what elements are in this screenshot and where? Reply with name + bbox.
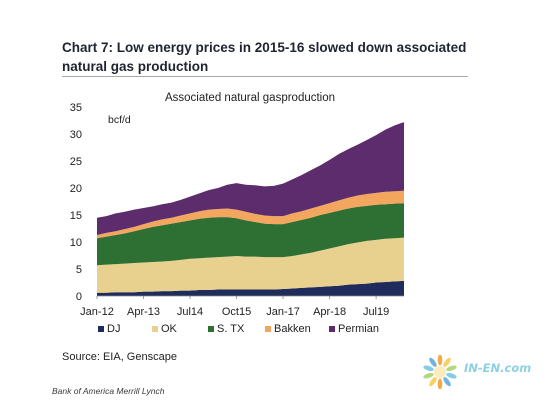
x-axis-ticks: Jan-12 Apr-13 Jul14 Oct15 Jan-17 Apr-18 Jul19 (80, 296, 389, 318)
x-tick-label: Apr-13 (127, 306, 160, 318)
area-dj (97, 280, 404, 296)
watermark-text: IN-EN.com (464, 361, 532, 375)
title-divider (62, 76, 468, 77)
y-tick-label: 25 (70, 156, 82, 168)
x-tick-label: Jan-12 (80, 306, 114, 318)
sun-icon (423, 354, 457, 390)
area-ok (97, 237, 404, 293)
y-unit-label: bcf/d (108, 114, 131, 126)
sun-petal (443, 377, 451, 387)
legend-item-bakken: Bakken (265, 322, 311, 336)
y-tick-label: 35 (70, 102, 82, 114)
legend-swatch-dj (98, 326, 104, 332)
legend-swatch-s-tx (208, 326, 214, 332)
y-tick-label: 20 (70, 183, 82, 195)
legend-label-ok: OK (161, 323, 177, 335)
y-axis-ticks: 0 5 10 15 20 25 30 35 (70, 102, 82, 303)
y-tick-label: 30 (70, 129, 82, 141)
legend-label-permian: Permian (338, 323, 379, 335)
sun-petal (437, 378, 443, 390)
y-tick-label: 10 (70, 237, 82, 249)
area-bakken (97, 190, 404, 239)
sun-core (434, 366, 446, 378)
legend-item-s-tx: S. TX (208, 322, 244, 336)
x-tick-label: Jul14 (177, 306, 203, 318)
sun-petal (443, 357, 451, 367)
legend-item-ok: OK (152, 322, 177, 336)
legend-item-dj: DJ (98, 322, 120, 336)
sun-petal (446, 365, 457, 372)
y-tick-label: 0 (76, 291, 82, 303)
chart-subtitle: Associated natural gasproduction (164, 92, 336, 104)
sun-petal (429, 357, 437, 367)
sun-petal (429, 377, 437, 387)
legend: DJ OK S. TX Bakken Permian (0, 322, 558, 336)
sun-petal (446, 372, 457, 379)
area-permian (97, 122, 404, 235)
sun-petal (423, 372, 434, 379)
chart-title: Chart 7: Low energy prices in 2015-16 sl… (62, 40, 467, 74)
y-tick-label: 15 (70, 210, 82, 222)
legend-swatch-ok (152, 326, 158, 332)
y-tick-label: 5 (76, 264, 82, 276)
legend-label-s-tx: S. TX (217, 323, 245, 335)
x-tick-label: Oct15 (222, 306, 251, 318)
publisher-credit: Bank of America Merrill Lynch (52, 386, 165, 396)
sun-petal (423, 365, 434, 372)
x-tick-label: Apr-18 (313, 306, 346, 318)
legend-label-bakken: Bakken (274, 323, 311, 335)
stacked-areas (97, 122, 404, 296)
legend-item-permian: Permian (329, 322, 379, 336)
legend-swatch-permian (329, 326, 335, 332)
source-note: Source: EIA, Genscape (62, 351, 177, 363)
legend-label-dj: DJ (107, 323, 121, 335)
area-s-tx (97, 203, 404, 266)
watermark-logo: IN-EN.com (420, 350, 554, 396)
legend-swatch-bakken (265, 326, 271, 332)
x-tick-label: Jan-17 (266, 306, 300, 318)
x-tick-label: Jul19 (363, 306, 389, 318)
sun-petal (437, 354, 443, 366)
